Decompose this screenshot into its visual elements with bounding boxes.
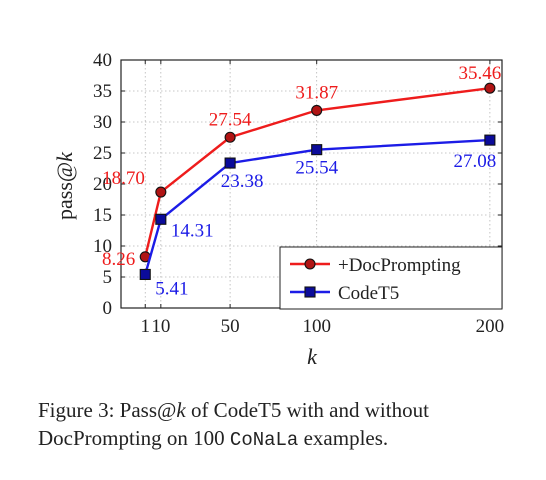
data-label: 31.87	[295, 82, 338, 103]
data-label: 27.54	[209, 109, 252, 130]
y-tick-label: 35	[93, 81, 112, 102]
y-tick-label: 40	[93, 50, 112, 71]
x-tick-label: 1	[140, 316, 150, 337]
x-tick-label: 200	[476, 316, 505, 337]
y-tick-label: 10	[93, 236, 112, 257]
caption-prefix: Figure 3: Pass@	[38, 398, 177, 422]
data-point	[155, 213, 167, 225]
grid	[121, 60, 502, 308]
x-tick-label: 100	[302, 316, 331, 337]
y-axis-label: pass@k	[52, 151, 77, 220]
data-label: 14.31	[171, 220, 214, 241]
data-label: 5.41	[155, 278, 188, 299]
y-axis-label-text: pass@	[52, 162, 77, 220]
legend-label: +DocPrompting	[338, 255, 461, 276]
data-label: 27.08	[454, 151, 497, 172]
caption-suffix: examples.	[298, 426, 389, 450]
data-label: 8.26	[102, 249, 135, 270]
y-tick-label: 30	[93, 112, 112, 133]
data-point	[484, 82, 496, 94]
y-tick-label: 15	[93, 205, 112, 226]
data-label: 25.54	[295, 158, 338, 179]
legend: +DocPrompting CodeT5	[279, 246, 503, 310]
y-axis-label-var: k	[52, 151, 77, 162]
legend-box	[279, 246, 503, 310]
data-point	[484, 134, 496, 146]
y-tick-label: 25	[93, 143, 112, 164]
x-tick-label: 50	[221, 316, 240, 337]
caption-middle: of CodeT5 with and without DocPrompting …	[38, 398, 429, 450]
caption-dataset: CoNaLa	[229, 429, 299, 451]
data-label: 35.46	[459, 63, 502, 84]
data-point	[311, 104, 323, 116]
legend-label: CodeT5	[338, 283, 399, 304]
data-point	[155, 186, 167, 198]
data-labels: 8.26 18.70 27.54 31.87 35.46 5.41 14.31 23.38 25…	[102, 63, 501, 299]
figure-caption: Figure 3: Pass@k of CodeT5 with and with…	[38, 396, 538, 454]
caption-var: k	[176, 398, 186, 422]
data-point	[139, 268, 151, 281]
data-point	[311, 144, 323, 156]
legend-marker	[304, 258, 316, 270]
legend-marker	[304, 286, 316, 298]
x-tick-label: 10	[151, 316, 170, 337]
series-group	[139, 82, 496, 281]
data-point	[224, 131, 236, 143]
data-label: 18.70	[102, 168, 145, 189]
y-tick-label: 5	[103, 267, 113, 288]
data-label: 23.38	[221, 171, 264, 192]
data-point	[224, 157, 236, 169]
y-tick-label: 20	[93, 174, 112, 195]
x-axis-label: k	[307, 344, 318, 369]
y-tick-label: 0	[103, 298, 113, 319]
